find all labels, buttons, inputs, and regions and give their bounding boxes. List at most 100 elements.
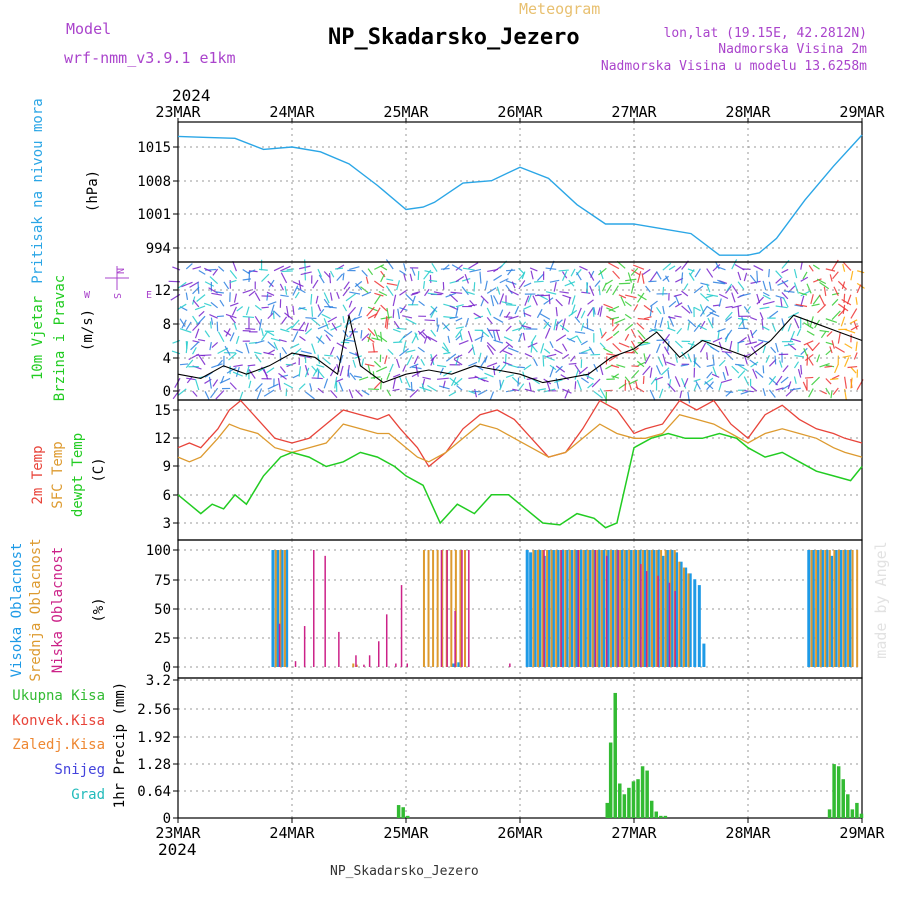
wind-arrow bbox=[825, 378, 832, 385]
high-cloud-bar bbox=[451, 663, 455, 667]
wind-arrow bbox=[844, 343, 853, 349]
wind-arrow bbox=[603, 347, 613, 354]
low-cloud-bar bbox=[594, 550, 597, 667]
wind-arrow bbox=[850, 308, 858, 319]
wind-arrow bbox=[315, 295, 319, 304]
wind-arrow bbox=[281, 270, 293, 273]
wind-arrow bbox=[540, 294, 550, 297]
wind-arrow bbox=[725, 286, 732, 294]
low-cloud-bar bbox=[440, 550, 443, 667]
wind-arrow bbox=[530, 343, 538, 353]
wind-arrow bbox=[842, 263, 846, 272]
wind-arrow bbox=[453, 358, 463, 366]
wind-arrow bbox=[229, 270, 238, 280]
wind-arrow bbox=[783, 290, 795, 293]
wind-arrow bbox=[440, 267, 450, 270]
high-cloud-bar bbox=[647, 550, 651, 667]
wind-arrow bbox=[292, 347, 302, 356]
wind-arrow bbox=[738, 318, 745, 327]
wind-arrow bbox=[198, 355, 206, 366]
wind-arrow bbox=[505, 304, 517, 306]
wind-arrow bbox=[245, 328, 256, 330]
precipitation-y-tick-label: 3.2 bbox=[146, 673, 171, 689]
mid-cloud-bar bbox=[810, 550, 813, 667]
wind-arrow bbox=[371, 337, 381, 341]
wind-arrow bbox=[765, 354, 770, 363]
wind-arrow bbox=[468, 361, 478, 367]
wind-arrow bbox=[465, 291, 475, 295]
wind-arrow bbox=[247, 269, 256, 274]
wind-arrow bbox=[505, 325, 512, 332]
high-cloud-bar bbox=[579, 550, 583, 667]
top-time-tick-label: 28MAR bbox=[725, 103, 771, 121]
wind-arrow bbox=[725, 316, 733, 322]
wind-arrow bbox=[637, 271, 642, 283]
wind-arrow bbox=[681, 290, 689, 297]
wind-arrow bbox=[534, 280, 544, 283]
high-cloud-bar bbox=[592, 550, 596, 667]
wind-arrow bbox=[348, 389, 354, 399]
wind-arrow bbox=[594, 280, 601, 288]
mid-cloud-bar bbox=[427, 550, 430, 667]
wind-arrow bbox=[844, 328, 856, 334]
pressure-line bbox=[177, 134, 863, 256]
mid-cloud-bar bbox=[623, 550, 626, 667]
wind-arrow bbox=[630, 340, 636, 349]
compass-west: W bbox=[84, 290, 91, 301]
wind-arrow bbox=[437, 377, 449, 380]
wind-arrow bbox=[304, 259, 306, 272]
top-time-tick-label: 24MAR bbox=[269, 103, 315, 121]
wind-arrow bbox=[323, 298, 331, 309]
wind-arrow bbox=[192, 322, 201, 332]
wind-arrow bbox=[451, 264, 463, 271]
mid-cloud-bar bbox=[582, 550, 585, 667]
clouds-y-tick-label: 50 bbox=[154, 602, 171, 618]
mid-cloud-bar bbox=[655, 550, 658, 667]
wind-arrow bbox=[850, 325, 859, 331]
wind-arrow bbox=[259, 268, 268, 271]
low-cloud-bar bbox=[560, 550, 562, 667]
wind-arrow bbox=[737, 271, 742, 281]
wind-arrow bbox=[637, 293, 647, 301]
wind-arrow bbox=[524, 352, 533, 358]
wind-arrow bbox=[588, 346, 595, 355]
wind-arrow bbox=[717, 328, 726, 333]
mid-cloud-bar bbox=[450, 550, 453, 667]
wind-arrow bbox=[561, 343, 568, 352]
precip-total-bar bbox=[613, 692, 617, 818]
wind-arrow bbox=[681, 272, 684, 284]
wind-arrow bbox=[484, 280, 488, 291]
wind-arrow bbox=[582, 325, 595, 332]
wind-y-tick-label: 0 bbox=[163, 384, 171, 400]
wind-arrow bbox=[649, 389, 656, 401]
high-cloud-bar bbox=[665, 550, 669, 667]
wind-arrow bbox=[392, 373, 401, 378]
wind-arrow bbox=[338, 381, 344, 392]
wind-arrow bbox=[770, 346, 777, 354]
wind-arrow bbox=[802, 381, 808, 391]
high-cloud-bar bbox=[702, 643, 706, 667]
temperature-y-tick-label: 12 bbox=[154, 431, 171, 447]
wind-arrow bbox=[706, 305, 717, 313]
lonlat-text: lon,lat (19.15E, 42.2812N) bbox=[664, 26, 868, 41]
wind-arrow bbox=[616, 364, 626, 368]
wind-arrow bbox=[674, 295, 680, 305]
top-time-tick-label: 29MAR bbox=[839, 103, 885, 121]
wind-arrow bbox=[347, 306, 357, 317]
wind-arrow bbox=[261, 273, 270, 283]
wind-arrow bbox=[825, 318, 838, 324]
wind-arrow bbox=[706, 364, 715, 367]
wind-arrow bbox=[254, 315, 262, 326]
cloud-ylabel-low: Niska Oblacnost bbox=[50, 547, 66, 673]
wind-arrow bbox=[528, 382, 532, 392]
wind-arrow bbox=[233, 293, 238, 303]
wind-arrow bbox=[697, 324, 707, 331]
wind-arrow bbox=[612, 323, 620, 332]
wind-arrow bbox=[570, 355, 576, 362]
wind-arrow bbox=[374, 292, 384, 297]
wind-arrow bbox=[474, 315, 484, 320]
wind-arrow bbox=[505, 341, 514, 348]
wind-arrow bbox=[263, 369, 269, 380]
wind-arrow bbox=[643, 353, 647, 361]
wind-arrow bbox=[386, 307, 390, 320]
